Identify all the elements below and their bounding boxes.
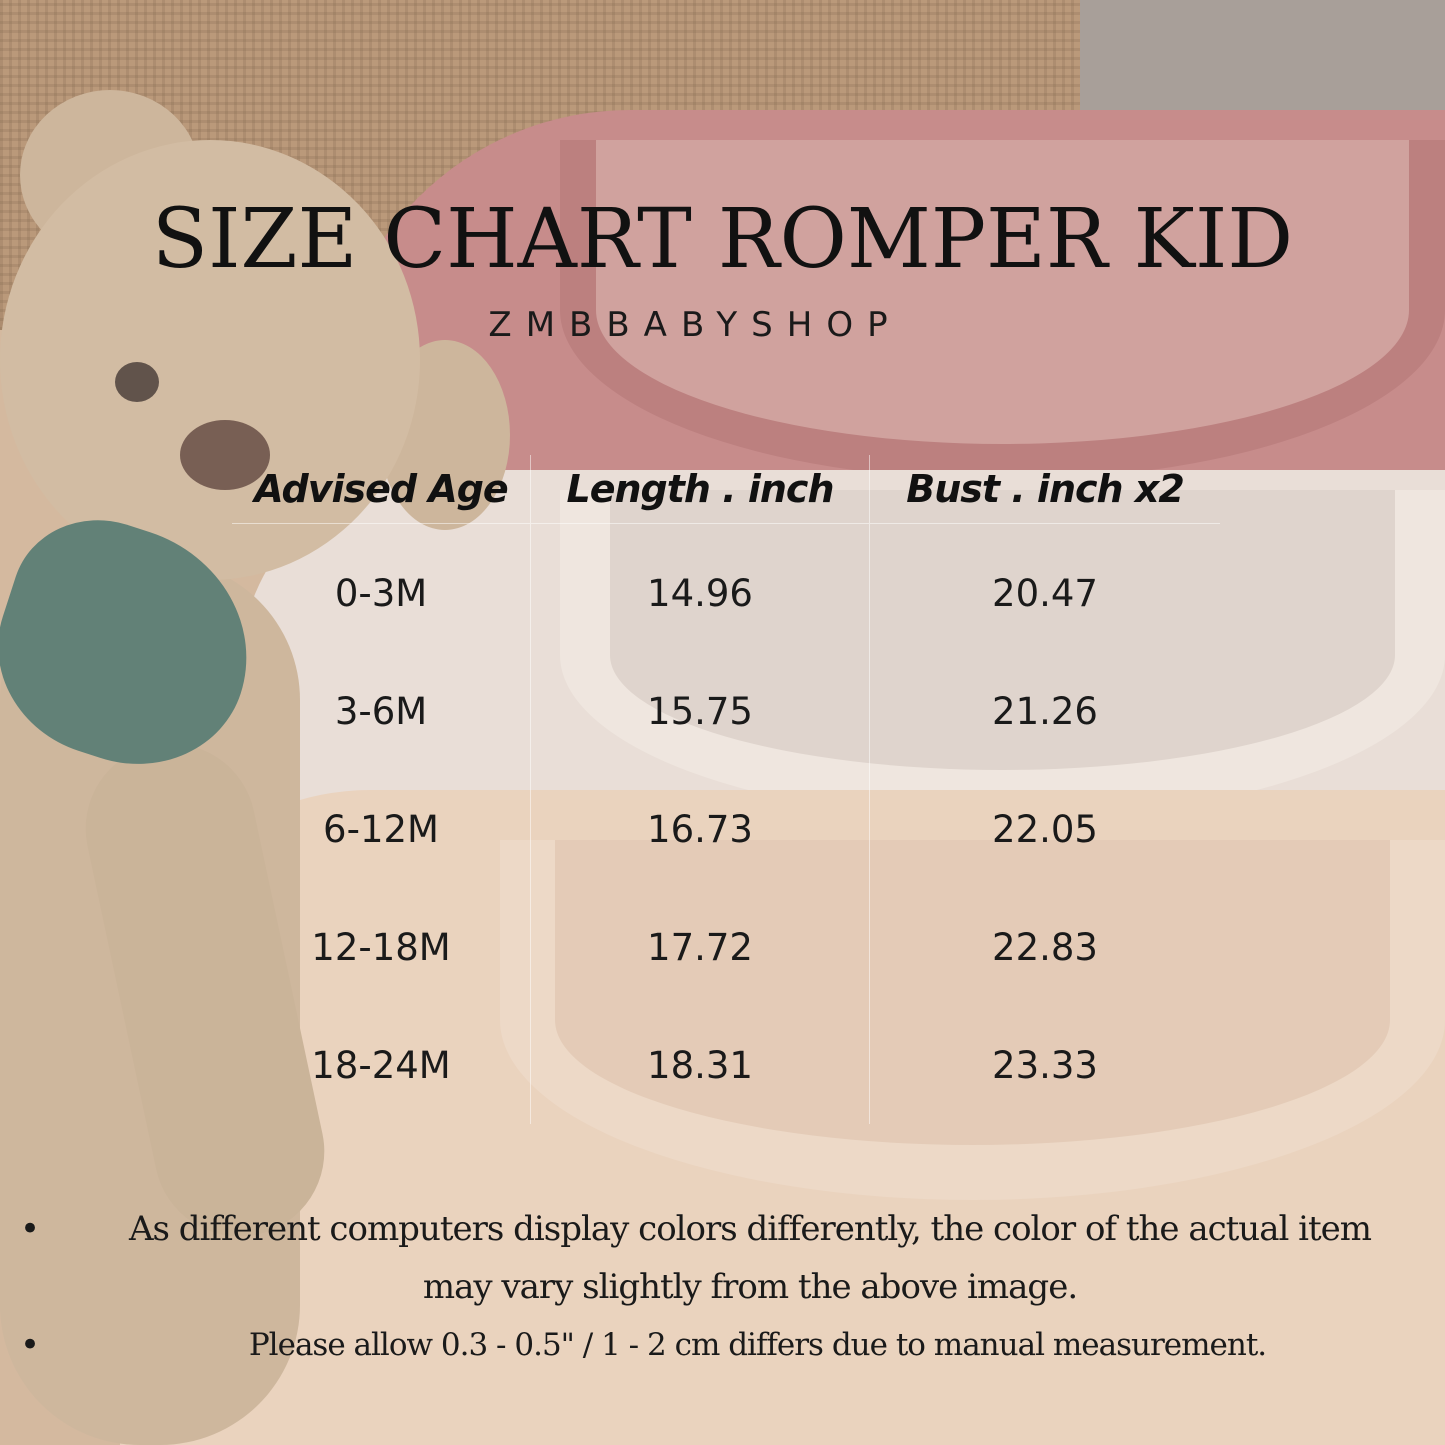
cell-length: 15.75	[530, 652, 870, 770]
cell-length: 16.73	[530, 770, 870, 888]
cell-age: 0-3M	[334, 571, 428, 615]
table-row: 18-24M 18.31 23.33	[232, 1006, 1220, 1124]
header-length: Length . inch	[530, 455, 870, 524]
cell-bust: 22.83	[869, 888, 1220, 1006]
table-row: 0-3M 14.96 20.47	[232, 523, 1220, 652]
cell-age: 6-12M	[323, 807, 439, 851]
bullet-icon: •	[20, 1209, 40, 1249]
cell-length: 18.31	[530, 1006, 870, 1124]
note-item: • Please allow 0.3 - 0.5" / 1 - 2 cm dif…	[0, 1316, 1445, 1374]
header-advised-age: Advised Age	[232, 455, 531, 524]
cell-length: 17.72	[530, 888, 870, 1006]
table-row: 3-6M 15.75 21.26	[232, 652, 1220, 770]
cell-bust: 22.05	[869, 770, 1220, 888]
cell-age: 18-24M	[311, 1043, 451, 1087]
notes-list: • As different computers display colors …	[0, 1200, 1445, 1374]
cell-age: 12-18M	[311, 925, 451, 969]
table-header-row: Advised Age Length . inch Bust . inch x2	[232, 455, 1220, 524]
cell-bust: 21.26	[869, 652, 1220, 770]
size-chart-table: Advised Age Length . inch Bust . inch x2…	[232, 455, 1220, 1124]
bullet-icon: •	[20, 1325, 40, 1365]
note-color-disclaimer: As different computers display colors di…	[128, 1209, 1372, 1307]
table-row: 6-12M 16.73 22.05	[232, 770, 1220, 888]
page-title: SIZE CHART ROMPER KID	[151, 192, 1294, 287]
header-bust: Bust . inch x2	[869, 455, 1220, 524]
brand-name: ZMBBABYSHOP	[488, 305, 902, 345]
cell-bust: 23.33	[869, 1006, 1220, 1124]
cell-length: 14.96	[530, 523, 870, 652]
cell-bust: 20.47	[869, 523, 1220, 652]
teddy-bear-eye	[115, 362, 159, 402]
note-measurement-tolerance: Please allow 0.3 - 0.5" / 1 - 2 cm diffe…	[248, 1327, 1267, 1363]
note-item: • As different computers display colors …	[0, 1200, 1445, 1316]
table-row: 12-18M 17.72 22.83	[232, 888, 1220, 1006]
cell-age: 3-6M	[334, 689, 428, 733]
